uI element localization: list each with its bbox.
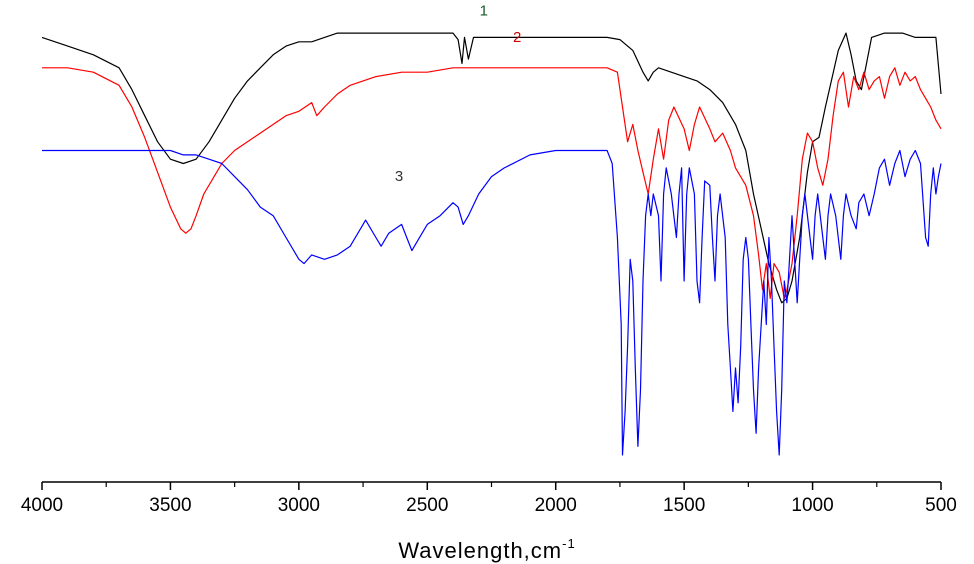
x-tick-label: 4000 [21,495,63,516]
series-line-2 [42,67,942,299]
x-tick-label: 500 [925,495,957,516]
series-layer [41,32,942,456]
series-label-layer: 1 2 3 [395,3,521,185]
x-tick-label: 2000 [535,495,577,516]
x-tick-label: 2500 [406,495,448,516]
x-tick-label: 3000 [278,495,320,516]
x-tick-label: 1500 [663,495,705,516]
x-tick-label: 3500 [149,495,191,516]
x-tick-layer: 4000 3500 3000 2500 2000 1500 1000 500 [21,482,957,516]
x-axis-title-text: Wavelength,cm [398,538,562,563]
x-tick-label: 1000 [791,495,833,516]
series-line-3 [42,149,942,456]
x-axis-title: Wavelength,cm-1 [398,536,575,563]
series-label-3: 3 [395,168,403,185]
series-label-2: 2 [513,29,521,46]
series-line-1 [41,32,942,304]
x-axis-title-superscript: -1 [562,536,576,551]
series-label-1: 1 [480,3,488,20]
